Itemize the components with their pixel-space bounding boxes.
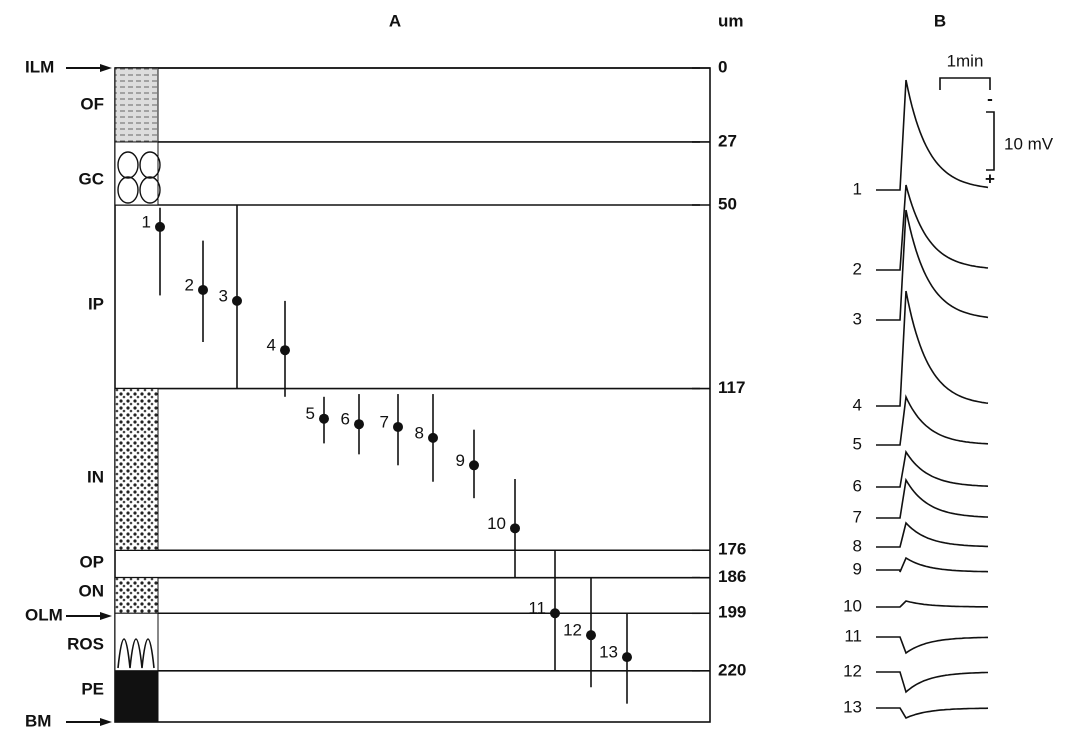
erg-trace [876, 636, 988, 655]
depth-tick-label: 199 [718, 603, 746, 622]
depth-tick-label: 27 [718, 131, 737, 150]
trace-label: 12 [843, 661, 862, 680]
unit-label: um [718, 11, 744, 30]
recording-point [393, 421, 403, 432]
recording-label: 4 [267, 336, 276, 355]
depth-tick-label: 117 [718, 378, 745, 397]
layer-frame [114, 67, 711, 723]
panel-a-title: A [389, 11, 401, 30]
recording-point [155, 221, 165, 232]
recording-point [469, 460, 479, 471]
recording-label: 9 [456, 451, 465, 470]
trace-label: 7 [853, 507, 862, 526]
layer-label: OP [79, 552, 104, 571]
trace-label: 3 [853, 309, 862, 328]
voltage-scale-label: 10 mV [1004, 134, 1054, 153]
marker-label: OLM [25, 605, 63, 624]
recording-label: 6 [341, 410, 350, 429]
plus-sign: + [985, 169, 995, 188]
recording-label: 11 [528, 599, 546, 618]
erg-trace [876, 449, 989, 488]
layer-label: PE [81, 679, 104, 698]
erg-trace [876, 290, 989, 407]
trace-label: 8 [853, 536, 862, 555]
erg-trace [876, 184, 989, 271]
layer-label: IN [87, 467, 104, 486]
depth-tick-label: 220 [718, 660, 746, 679]
recording-point [428, 432, 438, 443]
arrow-head [100, 64, 112, 72]
trace-label: 9 [853, 559, 862, 578]
trace-label: 5 [853, 434, 862, 453]
recording-point [586, 630, 596, 641]
ganglion-cell [117, 176, 139, 204]
recording-label: 7 [380, 412, 389, 431]
time-scale-bar [939, 77, 991, 90]
layer-label: OF [80, 94, 104, 113]
erg-trace [876, 556, 989, 573]
recording-label: 5 [306, 404, 315, 423]
recording-point [319, 413, 329, 424]
layer-label: IP [88, 294, 104, 313]
trace-label: 1 [853, 179, 862, 198]
layer-texture [114, 670, 159, 723]
rod-segment [117, 638, 155, 669]
recording-label: 8 [415, 423, 424, 442]
trace-label: 13 [843, 697, 862, 716]
recording-point [550, 608, 560, 619]
recording-label: 13 [599, 643, 618, 662]
depth-tick-label: 176 [718, 540, 746, 559]
layer-texture [114, 388, 159, 551]
recording-label: 2 [185, 275, 194, 294]
recording-label: 12 [563, 621, 582, 640]
trace-label: 10 [843, 596, 862, 615]
ganglion-cell [139, 151, 161, 179]
recording-point [232, 295, 242, 306]
erg-trace [876, 394, 989, 446]
depth-tick-label: 50 [718, 194, 737, 213]
erg-trace [876, 671, 988, 694]
minus-sign: - [987, 89, 993, 108]
ganglion-cell [139, 176, 161, 204]
depth-tick-label: 186 [718, 567, 746, 586]
panel-b-title: B [934, 11, 946, 30]
erg-trace [876, 600, 989, 608]
marker-label: BM [25, 711, 51, 730]
trace-label: 2 [853, 259, 862, 278]
layer-label: ROS [67, 634, 104, 653]
erg-trace [876, 707, 989, 720]
erg-trace [876, 209, 989, 321]
layer-texture [114, 577, 159, 614]
recording-label: 3 [219, 286, 228, 305]
trace-label: 11 [844, 626, 862, 645]
erg-trace [876, 79, 989, 191]
depth-tick-label: 0 [718, 57, 727, 76]
voltage-scale-bar [986, 111, 995, 171]
trace-label: 4 [853, 395, 862, 414]
recording-label: 1 [142, 212, 151, 231]
layer-label: ON [79, 581, 105, 600]
recording-point [198, 284, 208, 295]
erg-trace [876, 521, 988, 548]
layer-label: GC [79, 169, 105, 188]
arrow-head [100, 718, 112, 726]
recording-point [510, 523, 520, 534]
marker-label: ILM [25, 57, 54, 76]
recording-point [622, 652, 632, 663]
trace-label: 6 [853, 476, 862, 495]
recording-point [354, 419, 364, 430]
arrow-head [100, 612, 112, 620]
recording-point [280, 345, 290, 356]
time-scale-label: 1min [947, 51, 984, 70]
recording-label: 10 [487, 514, 506, 533]
layer-texture [114, 67, 159, 143]
erg-trace [876, 477, 989, 519]
ganglion-cell [117, 151, 139, 179]
